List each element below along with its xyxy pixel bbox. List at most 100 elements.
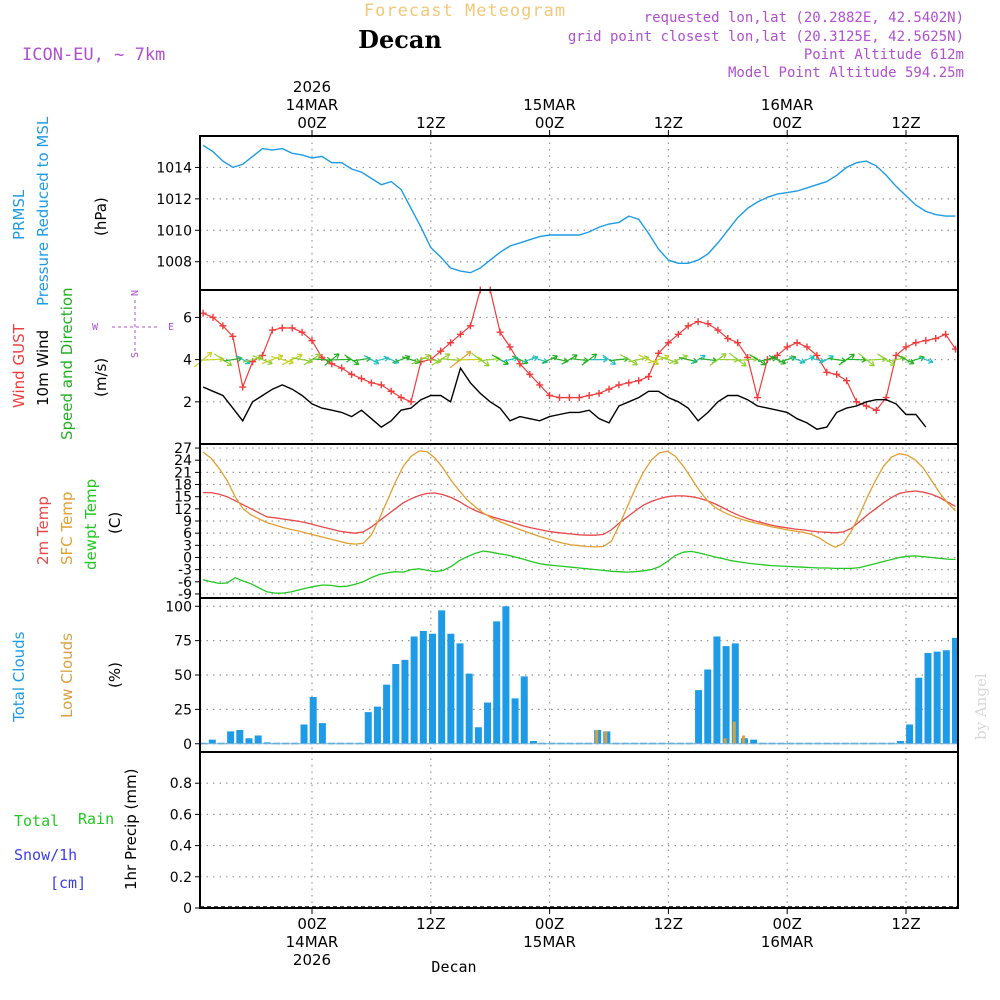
gust-marker <box>457 330 464 338</box>
wind-arrow <box>344 354 359 366</box>
sfc-temp-line <box>202 450 956 549</box>
wind-arrow <box>728 352 747 367</box>
wind-arrow <box>768 355 786 365</box>
gust-marker <box>259 351 266 359</box>
top-year-label: 2026 <box>293 78 331 96</box>
snow-unit-label: [cm] <box>50 874 86 892</box>
y-tick-label: 3 <box>183 538 192 554</box>
panel-frame <box>199 751 959 909</box>
gust-marker <box>506 343 514 351</box>
wind-arrow <box>678 356 698 363</box>
bottom-date-label: 14MAR <box>286 933 339 951</box>
wind-arrowhead <box>828 355 834 361</box>
wind-arrowhead <box>444 353 451 359</box>
location-title: Decan <box>358 25 442 54</box>
gust-marker <box>447 339 455 347</box>
watermark: by Angel <box>972 673 990 740</box>
wind-arrow <box>809 357 825 362</box>
total-cloud-bar <box>419 631 427 744</box>
wind-arrowhead <box>315 353 321 360</box>
wind-arrow <box>541 355 558 364</box>
top-time-label: 00Z <box>297 114 326 132</box>
gridpoint-coords: grid point closest lon,lat (20.3125E, 42… <box>568 29 964 45</box>
wind-arrow <box>737 358 758 362</box>
model-label: ICON-EU, ~ 7km <box>22 45 165 65</box>
wind-arrow <box>638 354 659 365</box>
wind-arrow <box>858 352 875 367</box>
bottom-time-label: 12Z <box>891 915 920 933</box>
wind-direction-label: Speed and Direction <box>58 287 76 440</box>
gust-marker <box>288 324 296 332</box>
gust-marker <box>813 351 821 359</box>
top-time-label: 12Z <box>654 114 683 132</box>
wind-arrow <box>918 356 934 363</box>
total-cloud-bar <box>465 673 473 744</box>
gust-marker <box>407 398 415 406</box>
y-tick-label: 21 <box>174 465 192 481</box>
gust-marker <box>556 394 563 402</box>
wind-arrow <box>550 357 569 363</box>
total-cloud-bar <box>208 739 216 744</box>
top-date-label: 14MAR <box>286 96 339 114</box>
gust-marker <box>328 360 336 368</box>
total-cloud-bar <box>263 742 271 744</box>
wind-arrowhead <box>760 359 767 366</box>
gust-marker <box>932 335 940 343</box>
gust-marker <box>803 343 811 351</box>
cloud-unit: (%) <box>106 662 124 688</box>
gust-marker <box>348 370 356 378</box>
gust-marker <box>773 351 781 359</box>
total-cloud-bar <box>704 669 712 744</box>
gust-marker <box>872 406 880 414</box>
panel-frame <box>199 289 959 445</box>
total-cloud-bar <box>364 712 372 744</box>
total-cloud-bar <box>245 738 253 744</box>
gust-marker <box>387 387 395 395</box>
total-cloud-bar <box>438 610 446 744</box>
top-time-label: 00Z <box>535 114 564 132</box>
point-altitude: Point Altitude 612m <box>804 47 964 63</box>
wind-arrowhead <box>900 355 907 362</box>
gust-marker <box>466 322 474 330</box>
wind-arrowhead <box>591 353 598 359</box>
wind-arrow <box>480 357 501 362</box>
y-tick-label: 75 <box>174 634 192 650</box>
wind-arrow <box>352 357 371 362</box>
y-tick-label: 0.4 <box>170 839 192 855</box>
gust-marker <box>229 332 237 340</box>
snow-label: Snow/1h <box>14 846 77 864</box>
gust-marker <box>734 339 742 347</box>
total-cloud-bar <box>373 706 381 744</box>
wind-arrow <box>261 355 284 365</box>
wind-arrow <box>303 353 321 366</box>
total-cloud-bar <box>952 637 959 744</box>
y-tick-label: 100 <box>165 599 192 615</box>
gust-marker <box>694 318 702 326</box>
y-tick-label: 6 <box>183 310 192 326</box>
wind-arrow <box>668 355 688 365</box>
wind-arrowhead <box>908 359 915 365</box>
wind-arrow <box>431 353 451 366</box>
total-cloud-bar <box>713 636 721 744</box>
precip-unit: 1hr Precip (mm) <box>122 769 140 890</box>
compass-n: N <box>130 290 141 296</box>
wind-arrowhead <box>602 356 608 363</box>
panel-frame <box>199 135 959 291</box>
pressure-unit: (hPa) <box>92 197 110 236</box>
bottom-time-label: 00Z <box>297 915 326 933</box>
wind-arrow <box>411 354 431 365</box>
total-cloud-bar <box>695 690 703 744</box>
top-date-label: 15MAR <box>523 96 576 114</box>
gust-marker <box>496 328 504 336</box>
y-tick-label: 1012 <box>156 192 192 208</box>
gust-label: Wind GUST <box>10 323 28 408</box>
total-cloud-bar <box>906 724 914 744</box>
wind-arrowhead <box>889 360 896 366</box>
low-cloud-bar <box>741 735 745 744</box>
total-cloud-bar <box>924 653 932 744</box>
top-date-label: 16MAR <box>761 96 814 114</box>
wind-arrowhead <box>632 360 638 366</box>
gust-marker <box>635 377 643 385</box>
gust-marker <box>437 347 445 355</box>
gust-marker <box>704 320 712 328</box>
